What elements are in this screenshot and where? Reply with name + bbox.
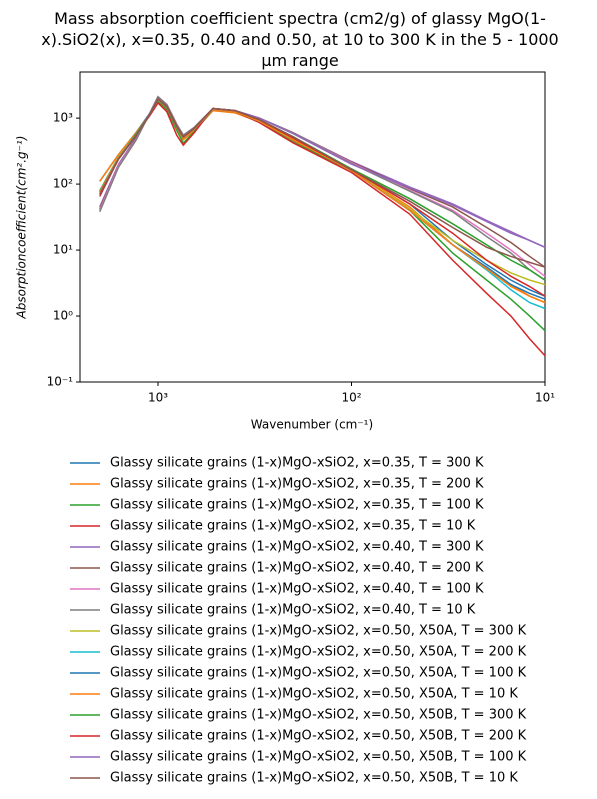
legend-label: Glassy silicate grains (1-x)MgO-xSiO2, x… <box>110 582 484 597</box>
series-line <box>99 95 546 249</box>
series-line <box>99 97 546 249</box>
legend-label: Glassy silicate grains (1-x)MgO-xSiO2, x… <box>110 750 527 765</box>
y-axis-label: Absorptioncoefficient(cm².g⁻¹) <box>15 136 29 320</box>
series-line <box>99 95 546 277</box>
legend-label: Glassy silicate grains (1-x)MgO-xSiO2, x… <box>110 519 476 534</box>
legend-label: Glassy silicate grains (1-x)MgO-xSiO2, x… <box>110 687 518 702</box>
legend-label: Glassy silicate grains (1-x)MgO-xSiO2, x… <box>110 561 484 576</box>
legend-label: Glassy silicate grains (1-x)MgO-xSiO2, x… <box>110 603 476 618</box>
y-tick-label: 10¹ <box>53 243 73 257</box>
x-tick-label: 10² <box>341 391 361 405</box>
y-tick-label: 10³ <box>53 111 73 125</box>
x-tick-label: 10¹ <box>535 391 555 405</box>
series-line <box>99 97 546 268</box>
legend-label: Glassy silicate grains (1-x)MgO-xSiO2, x… <box>110 645 527 660</box>
legend-label: Glassy silicate grains (1-x)MgO-xSiO2, x… <box>110 498 484 513</box>
series-line <box>99 100 546 304</box>
legend-label: Glassy silicate grains (1-x)MgO-xSiO2, x… <box>110 456 484 471</box>
y-tick-label: 10² <box>53 177 73 191</box>
legend-label: Glassy silicate grains (1-x)MgO-xSiO2, x… <box>110 729 527 744</box>
y-tick-label: 10⁰ <box>53 309 73 323</box>
x-tick-label: 10³ <box>148 391 168 405</box>
legend-label: Glassy silicate grains (1-x)MgO-xSiO2, x… <box>110 708 527 723</box>
legend-label: Glassy silicate grains (1-x)MgO-xSiO2, x… <box>110 477 484 492</box>
legend-label: Glassy silicate grains (1-x)MgO-xSiO2, x… <box>110 540 484 555</box>
series-line <box>99 98 546 286</box>
legend-label: Glassy silicate grains (1-x)MgO-xSiO2, x… <box>110 666 527 681</box>
x-axis-label: Wavenumber (cm⁻¹) <box>251 418 373 432</box>
legend-label: Glassy silicate grains (1-x)MgO-xSiO2, x… <box>110 624 527 639</box>
y-tick-label: 10⁻¹ <box>47 375 74 389</box>
series-line <box>99 98 546 304</box>
series-line <box>99 98 546 297</box>
series-line <box>99 98 546 310</box>
legend-label: Glassy silicate grains (1-x)MgO-xSiO2, x… <box>110 771 518 786</box>
chart-title: Mass absorption coefficient spectra (cm2… <box>41 9 559 70</box>
plot-frame <box>79 71 546 383</box>
series-line <box>99 98 546 300</box>
series-line <box>99 97 546 297</box>
series-line <box>99 101 546 357</box>
